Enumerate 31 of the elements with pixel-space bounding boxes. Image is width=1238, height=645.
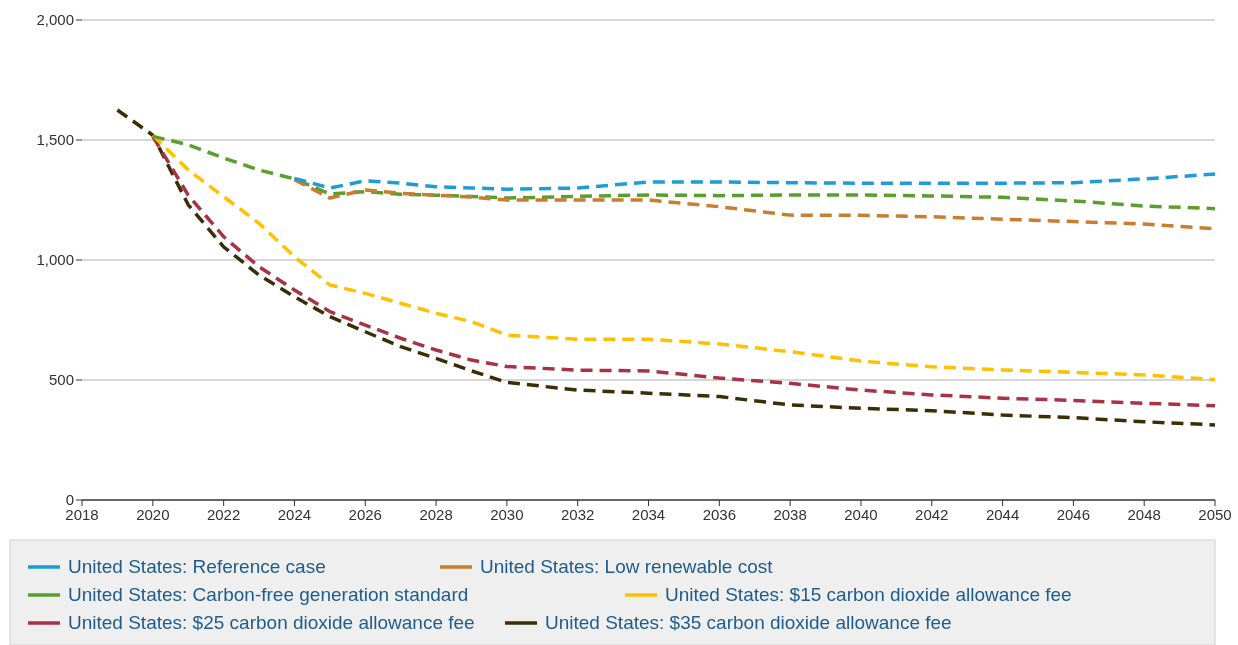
y-tick-label: 500 [48,371,74,388]
x-tick-label: 2022 [206,506,241,523]
legend-label: United States: Reference case [68,556,326,577]
x-tick-label: 2042 [915,506,949,523]
x-tick-label: 2040 [844,506,878,523]
legend-label: United States: Carbon-free generation standard [68,584,469,605]
x-tick-label: 2050 [1198,506,1232,523]
legend-label: United States: $35 carbon dioxide allowance fee [545,612,952,633]
line-series [115,108,1217,427]
x-tick-label: 2048 [1127,506,1161,523]
legend-label: United States: $25 carbon dioxide allowance fee [68,612,475,633]
line-series [292,172,1217,191]
y-tick-label: 2,000 [36,11,74,28]
legend-label: United States: Low renewable cost [480,556,774,577]
line-series [151,134,1217,211]
x-tick-label: 2028 [419,506,453,523]
x-tick-label: 2020 [136,506,170,523]
x-tick-label: 2036 [702,506,736,523]
x-tick-label: 2034 [631,506,666,523]
x-tick-label: 2030 [490,506,524,523]
y-tick-label: 1,000 [36,251,74,268]
x-tick-label: 2026 [348,506,382,523]
x-tick-label: 2046 [1056,506,1091,523]
x-tick-label: 2032 [561,506,595,523]
x-tick-label: 2018 [65,506,99,523]
x-tick-label: 2044 [985,506,1020,523]
y-tick-label: 0 [65,491,74,508]
x-tick-label: 2038 [773,506,807,523]
legend-label: United States: $15 carbon dioxide allowance fee [665,584,1072,605]
x-tick-label: 2024 [277,506,312,523]
y-tick-label: 1,500 [36,131,74,148]
